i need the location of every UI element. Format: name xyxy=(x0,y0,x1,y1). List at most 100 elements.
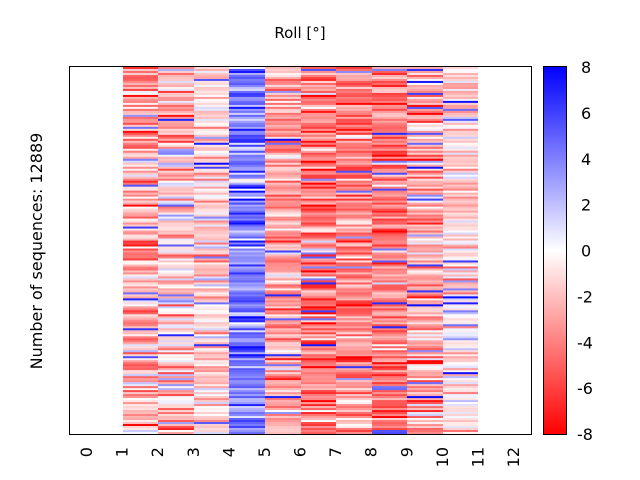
heatmap-cell xyxy=(229,234,265,237)
heatmap-cell xyxy=(372,70,407,74)
heatmap-cell xyxy=(123,112,158,116)
heatmap-column-7 xyxy=(336,67,372,435)
heatmap-cell xyxy=(123,162,158,166)
heatmap-cell xyxy=(407,246,443,249)
heatmap-cell xyxy=(372,78,407,82)
heatmap-cell xyxy=(336,378,372,381)
heatmap-cell xyxy=(372,404,407,407)
heatmap-cell xyxy=(194,372,229,375)
heatmap-cell xyxy=(265,130,301,134)
heatmap-cell xyxy=(265,74,301,78)
heatmap-cell xyxy=(301,216,336,219)
heatmap-cell xyxy=(336,432,372,435)
heatmap-cell xyxy=(194,226,229,229)
heatmap-cell xyxy=(229,384,265,387)
heatmap-cell xyxy=(229,308,265,311)
heatmap-cell xyxy=(407,184,443,187)
heatmap-cell xyxy=(229,288,265,291)
heatmap-cell xyxy=(194,208,229,211)
heatmap-cell xyxy=(194,392,229,395)
heatmap-cell xyxy=(194,380,229,383)
heatmap-cell xyxy=(443,90,478,94)
heatmap-cell xyxy=(265,84,301,88)
heatmap-cell xyxy=(301,332,336,335)
heatmap-cell xyxy=(194,248,229,251)
heatmap-cell xyxy=(265,282,301,285)
heatmap-cell xyxy=(301,120,336,124)
heatmap-cell xyxy=(229,322,265,325)
heatmap-cell xyxy=(372,382,407,385)
heatmap-cell xyxy=(407,70,443,74)
heatmap-cell xyxy=(229,400,265,403)
heatmap-cell xyxy=(194,178,229,181)
heatmap-cell xyxy=(407,100,443,104)
heatmap-cell xyxy=(158,202,194,205)
heatmap-cell xyxy=(407,398,443,401)
heatmap-cell xyxy=(372,180,407,183)
heatmap-cell xyxy=(229,104,265,108)
heatmap-cell xyxy=(194,126,229,130)
heatmap-cell xyxy=(407,412,443,415)
heatmap-cell xyxy=(443,342,478,345)
heatmap-cell xyxy=(123,342,158,345)
heatmap-cell xyxy=(229,376,265,379)
heatmap-cell xyxy=(407,264,443,267)
heatmap-cell xyxy=(194,152,229,156)
heatmap-cell xyxy=(229,386,265,389)
heatmap-cell xyxy=(123,94,158,98)
heatmap-cell xyxy=(158,356,194,359)
heatmap-cell xyxy=(407,224,443,227)
heatmap-cell xyxy=(443,420,478,423)
heatmap-cell xyxy=(443,146,478,150)
heatmap-cell xyxy=(123,108,158,112)
heatmap-cell xyxy=(229,110,265,114)
heatmap-cell xyxy=(265,338,301,341)
heatmap-cell xyxy=(301,416,336,419)
heatmap-cell xyxy=(194,188,229,191)
heatmap-cell xyxy=(407,372,443,375)
heatmap-cell xyxy=(372,372,407,375)
heatmap-cell xyxy=(372,76,407,80)
colorbar-tick-label: 2 xyxy=(581,196,591,215)
heatmap-cell xyxy=(301,174,336,177)
heatmap-cell xyxy=(194,236,229,239)
heatmap-cell xyxy=(158,118,194,122)
heatmap-cell xyxy=(123,212,158,215)
heatmap-cell xyxy=(158,422,194,425)
heatmap-cell xyxy=(407,94,443,98)
heatmap-cell xyxy=(229,224,265,227)
heatmap-cell xyxy=(194,68,229,72)
heatmap-cell xyxy=(301,322,336,325)
colorbar-tick-label: 8 xyxy=(581,58,591,77)
heatmap-cell xyxy=(194,374,229,377)
heatmap-cell xyxy=(336,236,372,239)
heatmap-cell xyxy=(301,342,336,345)
heatmap-cell xyxy=(336,388,372,391)
heatmap-cell xyxy=(158,380,194,383)
heatmap-cell xyxy=(443,288,478,291)
heatmap-cell xyxy=(123,272,158,275)
heatmap-cell xyxy=(443,364,478,367)
heatmap-cell xyxy=(443,316,478,319)
heatmap-cell xyxy=(372,166,407,170)
heatmap-cell xyxy=(265,324,301,327)
heatmap-cell xyxy=(123,224,158,227)
heatmap-cell xyxy=(407,186,443,189)
heatmap-cell xyxy=(123,200,158,203)
heatmap-cell xyxy=(372,330,407,333)
heatmap-cell xyxy=(194,368,229,371)
heatmap-cell xyxy=(158,250,194,253)
heatmap-cell xyxy=(336,194,372,197)
heatmap-cell xyxy=(336,216,372,219)
heatmap-cell xyxy=(407,408,443,411)
heatmap-cell xyxy=(194,270,229,273)
heatmap-cell xyxy=(407,382,443,385)
heatmap-cell xyxy=(265,226,301,229)
heatmap-cell xyxy=(123,168,158,172)
heatmap-cell xyxy=(372,138,407,142)
heatmap-cell xyxy=(265,392,301,395)
heatmap-cell xyxy=(123,398,158,401)
heatmap-cell xyxy=(301,80,336,84)
heatmap-cell xyxy=(265,270,301,273)
heatmap-cell xyxy=(407,158,443,162)
